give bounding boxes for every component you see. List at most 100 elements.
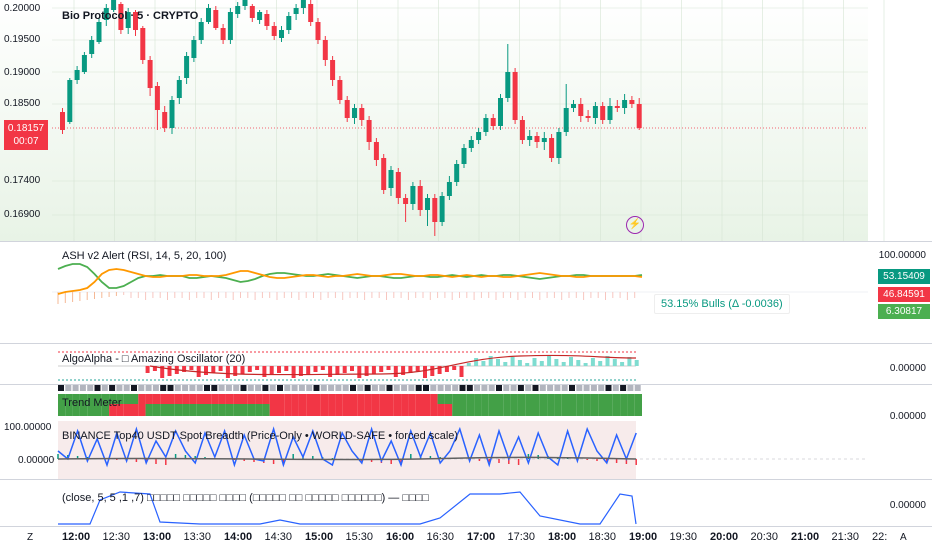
trend-dot <box>328 385 335 391</box>
trend-cell <box>160 404 168 416</box>
trend-dot <box>225 385 232 391</box>
breadth-pane[interactable]: BINANCE Top40 USDT Spot Breadth (Price-O… <box>0 421 932 479</box>
candle <box>140 28 146 60</box>
time-axis-label: 18:30 <box>588 531 617 543</box>
oscillator-bar <box>342 366 347 373</box>
trend-cell <box>532 394 540 404</box>
candle <box>439 196 445 222</box>
trend-cell <box>379 394 387 404</box>
candlestick-chart[interactable] <box>0 0 932 241</box>
last-title[interactable]: (close, 5, 5 ,1 ,7) □□□□□ □□□□□ □□□□ (□□… <box>62 492 429 504</box>
trend-cell <box>123 394 131 404</box>
ash-axis-top: 100.00000 <box>878 250 926 261</box>
trend-cell <box>109 404 117 416</box>
trend-dot <box>342 385 349 391</box>
trend-cell <box>539 394 548 404</box>
time-axis-label: 20:00 <box>710 531 739 543</box>
pane-separator[interactable] <box>0 241 932 242</box>
time-axis[interactable] <box>0 527 932 550</box>
trend-dot <box>87 385 94 391</box>
trend-cell <box>474 404 482 416</box>
time-axis-separator <box>0 526 932 527</box>
pane-separator[interactable] <box>0 479 932 480</box>
auto-scale-icon[interactable]: A <box>900 532 907 543</box>
oscillator-bar <box>569 357 573 366</box>
trend-cell <box>94 394 102 404</box>
breadth-axis-top: 100.00000 <box>4 422 52 433</box>
breadth-title[interactable]: BINANCE Top40 USDT Spot Breadth (Price-O… <box>62 430 459 442</box>
ash-bull-line <box>57 263 643 289</box>
trend-dot <box>547 385 554 391</box>
trend-dot <box>496 385 502 391</box>
trend-cell <box>313 404 321 416</box>
oscillator-bar <box>393 366 398 377</box>
algo-title[interactable]: AlgoAlpha - □ Amazing Oscillator (20) <box>62 353 246 365</box>
trend-axis: 0.00000 <box>889 411 926 421</box>
algo-pane[interactable]: AlgoAlpha - □ Amazing Oscillator (20) 0.… <box>0 344 932 384</box>
trend-cell <box>72 404 80 416</box>
trend-dot <box>510 385 517 391</box>
last-pane[interactable]: (close, 5, 5 ,1 ,7) □□□□□ □□□□□ □□□□ (□□… <box>0 480 932 526</box>
oscillator-bar <box>182 366 187 372</box>
trend-cell <box>386 404 394 416</box>
trend-cell <box>612 394 621 404</box>
trend-cell <box>306 404 314 416</box>
trend-cell <box>605 404 613 416</box>
price-axis-label: 0.20000 <box>4 3 41 14</box>
trend-cell <box>539 404 548 416</box>
trend-cell <box>269 394 277 404</box>
trend-cell <box>496 394 504 404</box>
trend-cell <box>350 404 358 416</box>
trend-dot <box>423 385 429 391</box>
trend-cell <box>627 394 635 404</box>
trend-dot <box>138 385 145 391</box>
trend-cell <box>189 404 197 416</box>
trend-dot <box>269 385 276 391</box>
trend-cell <box>466 394 475 404</box>
oscillator-bar <box>430 366 435 376</box>
candle <box>344 100 350 118</box>
oscillator-bar <box>313 366 318 372</box>
pane-separator[interactable] <box>0 343 932 344</box>
candle <box>96 22 102 42</box>
trend-dot <box>503 385 510 391</box>
symbol-title[interactable]: Bio Protocol · 5 · CRYPTO <box>62 10 199 22</box>
candle <box>125 12 131 28</box>
trend-cell <box>123 404 131 416</box>
timezone-icon[interactable]: Z <box>27 532 34 543</box>
last-price: 0.18157 <box>7 123 45 134</box>
trend-cell <box>116 394 124 404</box>
trend-cell <box>371 404 380 416</box>
candle <box>154 86 160 110</box>
oscillator-plot <box>58 351 639 381</box>
oscillator-bar <box>459 366 464 377</box>
ash-pane[interactable]: ASH v2 Alert (RSI, 14, 5, 20, 100) 100.0… <box>0 242 932 343</box>
trend-cell <box>423 394 431 404</box>
price-axis-label: 0.19500 <box>4 34 41 45</box>
trend-dot <box>598 385 605 391</box>
oscillator-bar <box>605 356 610 366</box>
trend-cell <box>510 394 518 404</box>
lightning-icon[interactable]: ⚡ <box>626 216 644 234</box>
oscillator-bar <box>539 361 544 366</box>
trend-cell <box>423 404 431 416</box>
candle <box>410 186 416 204</box>
trend-dot <box>79 385 86 391</box>
candle <box>74 70 80 80</box>
trend-pane[interactable]: Trend Meter 0.00000 <box>0 385 932 421</box>
oscillator-bar <box>532 358 537 366</box>
trend-cell <box>174 404 183 416</box>
trend-cell <box>598 394 606 404</box>
candle <box>403 198 409 204</box>
oscillator-bar <box>240 366 245 374</box>
time-axis-label: 12:00 <box>62 531 91 543</box>
trend-dot <box>298 385 305 391</box>
candle <box>483 118 489 132</box>
ash-title[interactable]: ASH v2 Alert (RSI, 14, 5, 20, 100) <box>62 250 227 262</box>
trend-title[interactable]: Trend Meter <box>62 397 122 409</box>
candle <box>133 12 138 30</box>
pane-separator[interactable] <box>0 384 932 385</box>
trend-dot <box>204 385 210 391</box>
price-pane[interactable]: Bio Protocol · 5 · CRYPTO 0.20000 0.1950… <box>0 0 932 241</box>
trend-cell <box>532 404 540 416</box>
